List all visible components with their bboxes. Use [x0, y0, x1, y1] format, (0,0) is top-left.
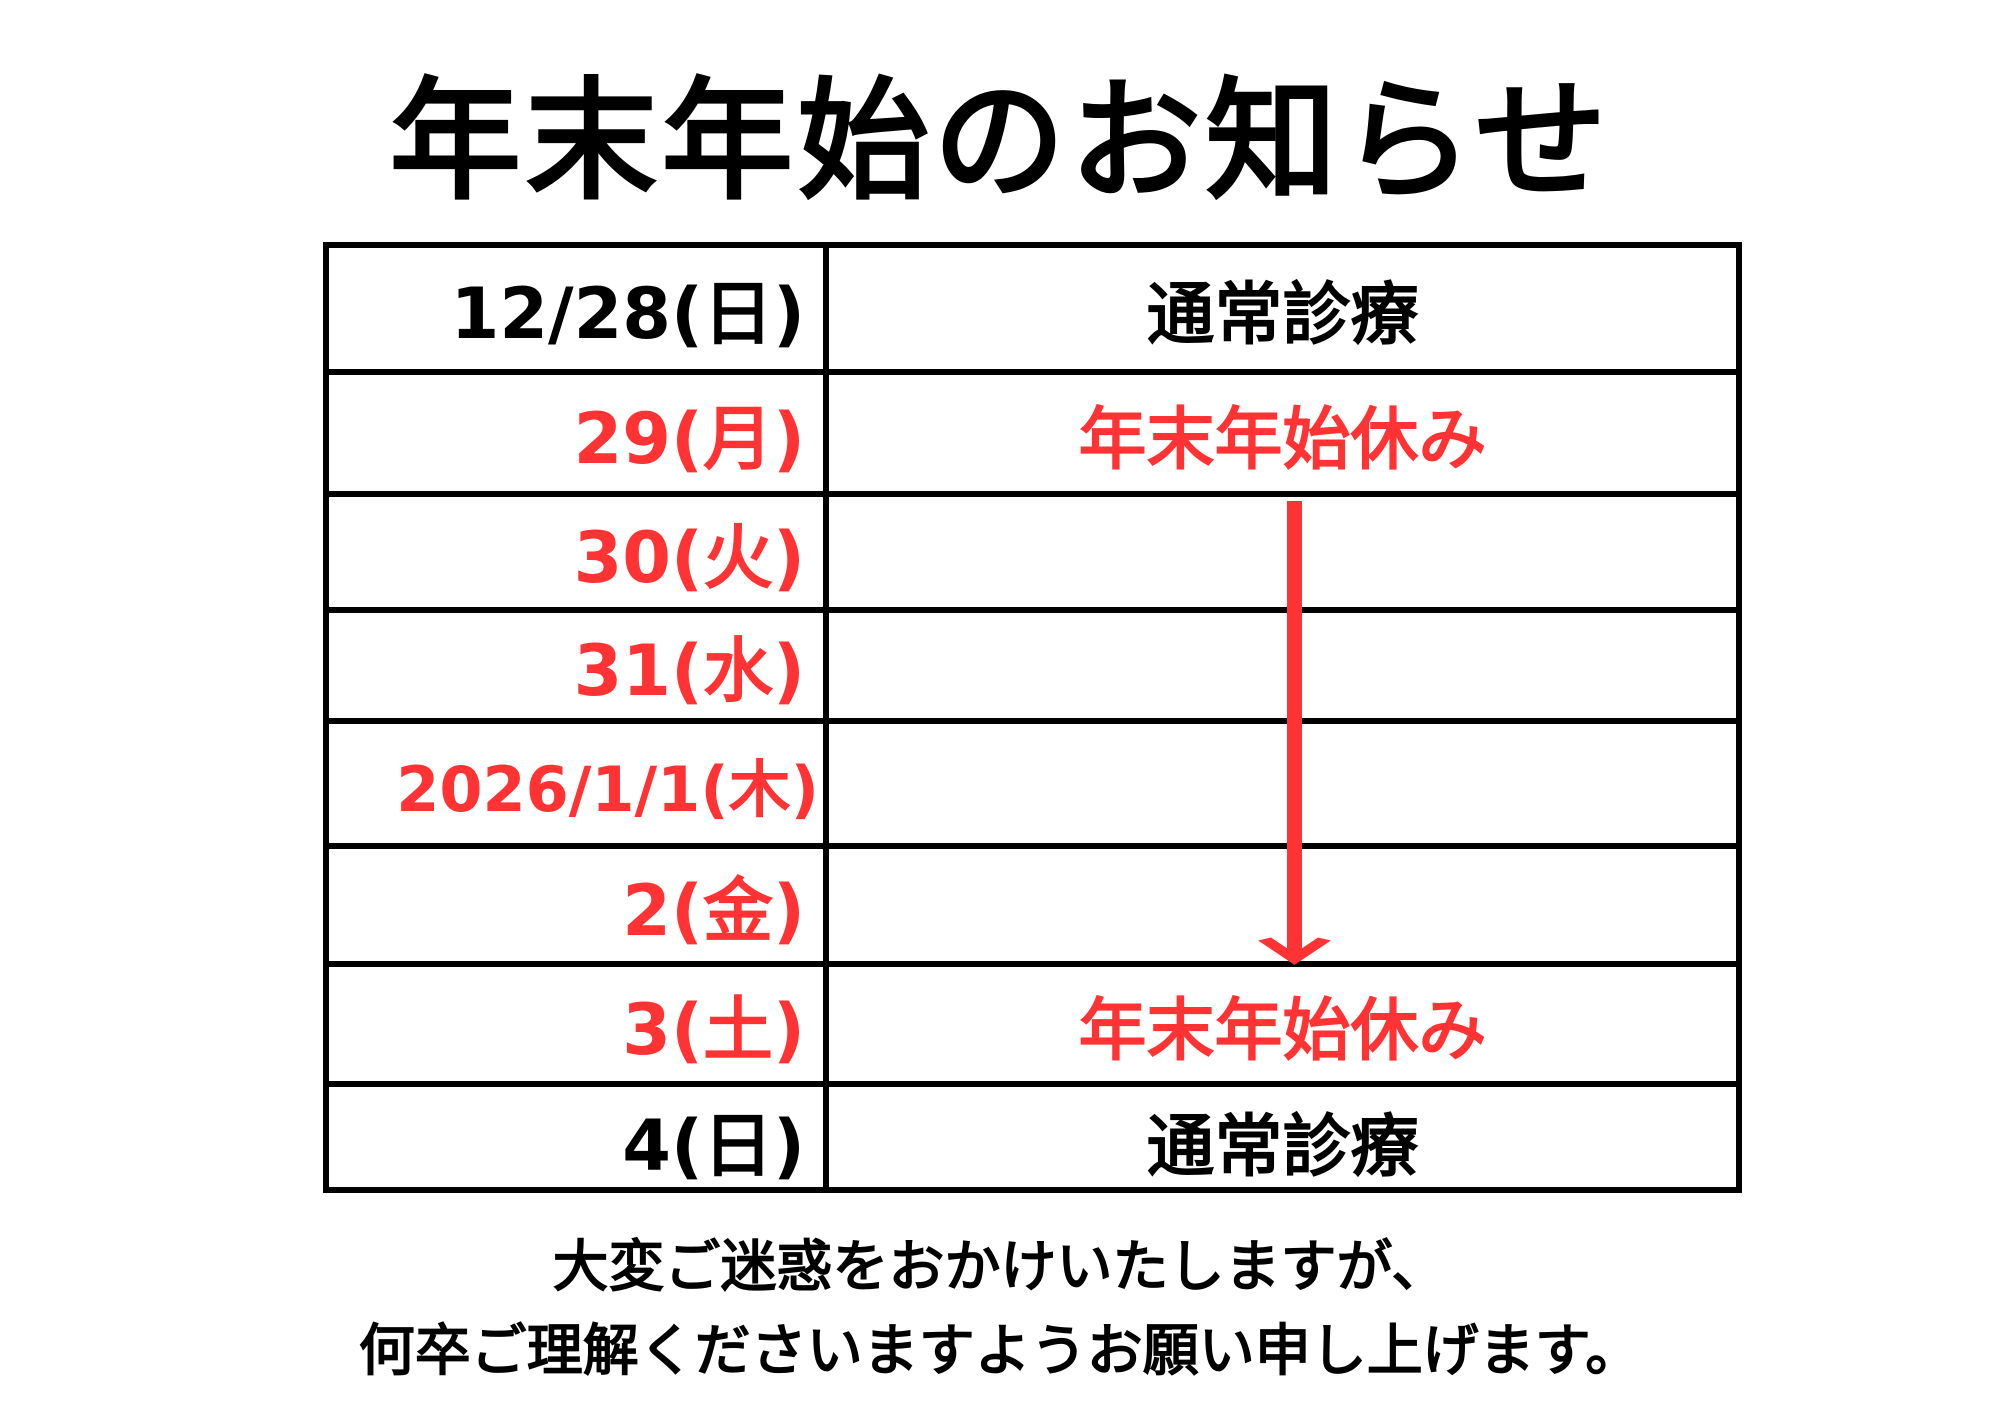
notice-line-2: 何卒ご理解くださいますようお願い申し上げます。	[358, 1319, 1642, 1384]
table-row: 2026/1/1(木)	[329, 724, 1736, 849]
status-cell: 年末年始休み	[1078, 991, 1487, 1071]
status-cell: 通常診療	[1146, 276, 1419, 355]
status-cell: 年末年始休み	[1078, 400, 1487, 480]
schedule-table: 12/28(日) 通常診療 29(月) 年末年始休み 30(火) 31(水) 2…	[323, 242, 1742, 1193]
date-cell: 29(月)	[329, 375, 829, 491]
table-row: 30(火)	[329, 497, 1736, 613]
table-row: 29(月) 年末年始休み	[329, 375, 1736, 497]
date-cell: 2(金)	[329, 849, 829, 961]
date-cell: 31(水)	[329, 613, 829, 718]
date-cell: 3(土)	[329, 967, 829, 1081]
down-arrow-icon	[1258, 501, 1331, 965]
date-cell: 30(火)	[329, 497, 829, 607]
date-cell: 2026/1/1(木)	[329, 724, 829, 843]
table-row: 31(水)	[329, 613, 1736, 724]
date-cell: 4(日)	[329, 1087, 829, 1193]
status-cell: 通常診療	[1146, 1107, 1419, 1187]
table-row: 3(土) 年末年始休み	[329, 967, 1736, 1087]
table-row: 4(日) 通常診療	[329, 1087, 1736, 1193]
table-row: 12/28(日) 通常診療	[329, 248, 1736, 375]
page-title: 年末年始のお知らせ	[389, 65, 1611, 219]
notice-line-1: 大変ご迷惑をおかけいたしますが、	[552, 1235, 1448, 1300]
table-row: 2(金)	[329, 849, 1736, 967]
date-cell: 12/28(日)	[329, 248, 829, 369]
